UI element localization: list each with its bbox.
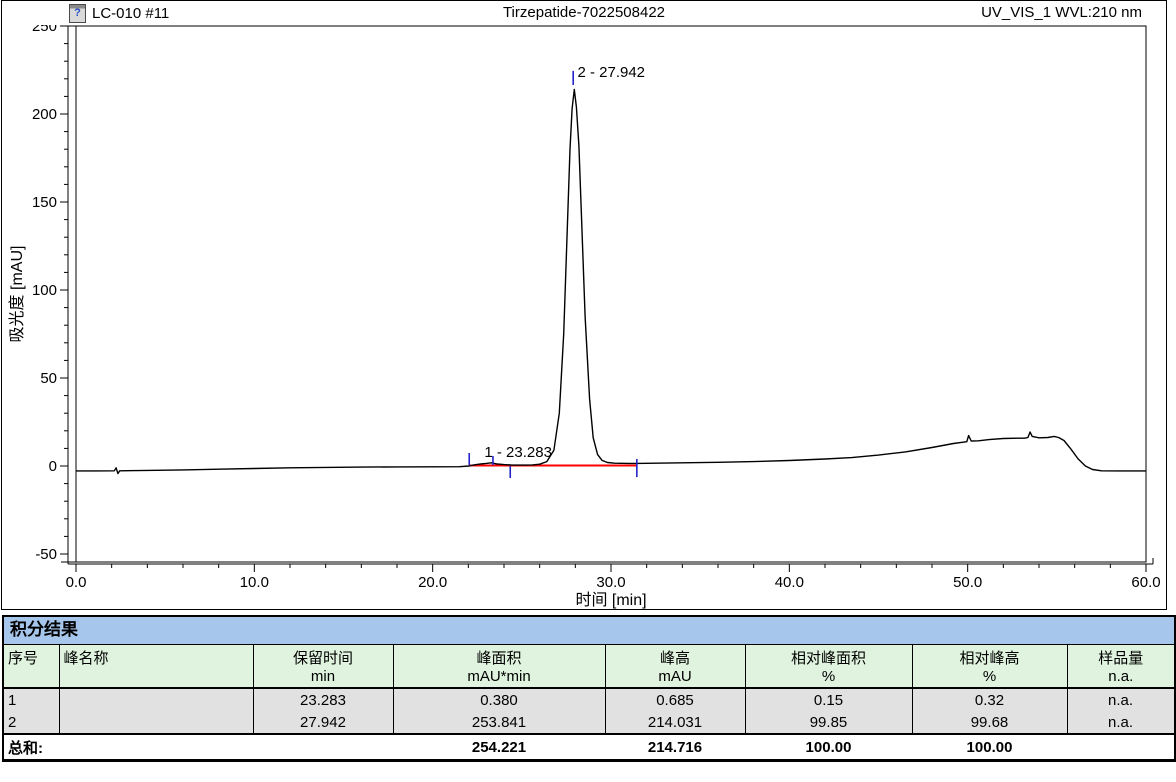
total-rel_area: 100.00 xyxy=(745,733,912,759)
total-area: 254.221 xyxy=(393,733,605,759)
column-header-rel_area: 相对峰面积% xyxy=(745,645,913,689)
cell-area: 253.841 xyxy=(393,711,606,734)
table-row: 2 27.942 253.841 214.031 99.85 99.68 n.a. xyxy=(4,711,1175,734)
svg-text:-50: -50 xyxy=(35,546,57,563)
svg-text:50: 50 xyxy=(40,370,57,387)
cell-no: 1 xyxy=(4,688,60,711)
cell-amount: n.a. xyxy=(1067,688,1175,711)
column-header-no: 序号 xyxy=(4,645,60,689)
peak-label: 1 - 23.283 xyxy=(484,444,552,461)
sample-title: Tirzepatide-7022508422 xyxy=(502,4,666,21)
cell-rt: 27.942 xyxy=(253,711,394,734)
svg-text:50.0: 50.0 xyxy=(953,574,982,591)
column-header-rel_height: 相对峰高% xyxy=(912,645,1068,689)
svg-text:10.0: 10.0 xyxy=(240,574,269,591)
y-axis: -50 0 50 100 150 200 250 吸光度 [mAU] xyxy=(8,25,76,563)
cell-no: 2 xyxy=(4,711,60,734)
svg-text:20.0: 20.0 xyxy=(418,574,447,591)
column-header-rt: 保留时间 min xyxy=(253,645,394,689)
table-header-row: 序号 峰名称 保留时间 min 峰面积 mAU*min 峰高 mAU 相对峰面积% 相对峰高% 样品… xyxy=(4,645,1174,689)
total-label: 总和: xyxy=(4,733,253,759)
cell-rel_area: 99.85 xyxy=(745,711,913,734)
svg-text:200: 200 xyxy=(32,106,57,123)
svg-text:60.0: 60.0 xyxy=(1131,574,1160,591)
cell-rel_height: 0.32 xyxy=(912,688,1068,711)
svg-text:30.0: 30.0 xyxy=(596,574,625,591)
svg-text:100: 100 xyxy=(32,282,57,299)
plot-frame xyxy=(75,25,1147,563)
cell-name xyxy=(59,711,254,734)
column-header-area: 峰面积 mAU*min xyxy=(393,645,606,689)
column-header-name: 峰名称 xyxy=(59,645,254,689)
detector-channel: UV_VIS_1 WVL:210 nm xyxy=(981,4,1142,21)
x-axis-title: 时间 [min] xyxy=(575,591,646,609)
table-total-row: 总和: 254.221 214.716 100.00 100.00 xyxy=(4,733,1174,759)
cell-height: 0.685 xyxy=(605,688,746,711)
chromatogram-plot: -50 0 50 100 150 200 250 吸光度 [mAU] 0.0 10.0 20.0 30… xyxy=(8,25,1161,609)
cell-height: 214.031 xyxy=(605,711,746,734)
cell-rel_area: 0.15 xyxy=(745,688,913,711)
chromatogram-panel: ? LC-010 #11 Tirzepatide-7022508422 UV_V… xyxy=(1,0,1167,610)
cell-rel_height: 99.68 xyxy=(912,711,1068,734)
integration-results-table: 积分结果 序号 峰名称 保留时间 min 峰面积 mAU*min 峰高 mAU 相对峰面积% 相对… xyxy=(2,615,1176,762)
injection-name: LC-010 #11 xyxy=(92,5,170,22)
total-amount xyxy=(1067,733,1174,759)
cell-area: 0.380 xyxy=(393,688,606,711)
total-rt xyxy=(253,733,393,759)
total-height: 214.716 xyxy=(605,733,745,759)
cell-name xyxy=(59,688,254,711)
y-axis-title: 吸光度 [mAU] xyxy=(8,246,26,343)
peak-label: 2 - 27.942 xyxy=(577,64,645,81)
svg-text:150: 150 xyxy=(32,194,57,211)
column-header-height: 峰高 mAU xyxy=(605,645,746,689)
column-header-amount: 样品量 n.a. xyxy=(1067,645,1174,689)
total-rel_height: 100.00 xyxy=(912,733,1067,759)
cell-rt: 23.283 xyxy=(253,688,394,711)
svg-text:40.0: 40.0 xyxy=(775,574,804,591)
chromatogram-trace xyxy=(76,88,1146,475)
svg-text:0.0: 0.0 xyxy=(66,574,87,591)
peak-labels: 1 - 23.283 2 - 27.942 xyxy=(484,64,645,461)
table-row: 1 23.283 0.380 0.685 0.15 0.32 n.a. xyxy=(4,688,1175,711)
x-axis: 0.0 10.0 20.0 30.0 40.0 50.0 60.0 时间 [min] xyxy=(66,558,1161,609)
svg-text:250: 250 xyxy=(32,25,57,35)
peak-delimiter-markers xyxy=(468,70,638,478)
svg-text:0: 0 xyxy=(49,458,57,475)
chromatogram-header: ? LC-010 #11 Tirzepatide-7022508422 UV_V… xyxy=(2,1,1166,25)
cell-amount: n.a. xyxy=(1067,711,1175,734)
question-mark-icon: ? xyxy=(69,4,86,23)
table-title: 积分结果 xyxy=(4,617,1174,645)
